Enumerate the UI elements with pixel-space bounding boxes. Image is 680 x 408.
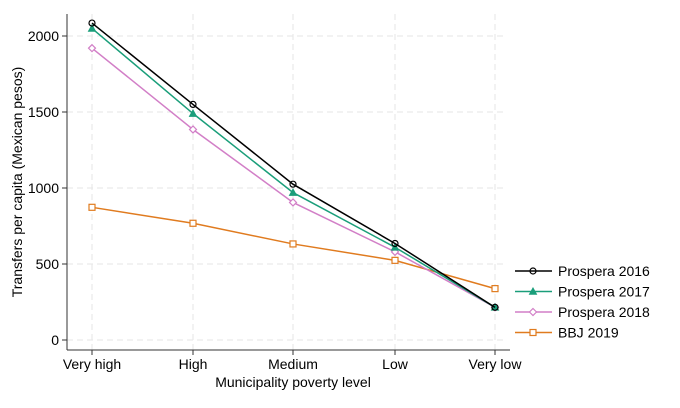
- legend-marker: [528, 286, 538, 295]
- legend-item: Prospera 2017: [515, 284, 650, 300]
- data-point: [289, 180, 297, 188]
- y-tick-label: 500: [36, 256, 60, 272]
- data-point: [491, 303, 499, 311]
- y-tick-label: 2000: [28, 28, 59, 44]
- x-tick-label: Very low: [469, 356, 523, 372]
- y-axis-label: Transfers per capita (Mexican pesos): [9, 67, 25, 298]
- legend-label: Prospera 2016: [558, 263, 650, 279]
- legend-label: Prospera 2017: [558, 284, 650, 300]
- legend-marker: [529, 267, 537, 275]
- data-point: [391, 239, 399, 248]
- y-tick-label: 1500: [28, 104, 59, 120]
- data-point: [87, 43, 97, 53]
- y-tick-label: 0: [51, 332, 59, 348]
- data-point: [87, 23, 97, 32]
- legend-label: BBJ 2019: [558, 325, 619, 341]
- legend-item: BBJ 2019: [515, 325, 619, 341]
- series-prospera-2016: [88, 19, 499, 311]
- x-tick-label: Very high: [63, 356, 121, 372]
- data-point: [188, 125, 198, 134]
- legend-label: Prospera 2018: [558, 304, 650, 320]
- legend-marker: [528, 307, 538, 317]
- data-point: [188, 108, 198, 117]
- data-point: [88, 203, 96, 211]
- legend-item: Prospera 2018: [515, 304, 650, 320]
- legend: Prospera 2016 Prospera 2017 Prospera 2018 B…: [515, 263, 650, 341]
- x-tick-label: High: [179, 356, 208, 372]
- legend-marker: [529, 328, 537, 337]
- data-point: [288, 188, 298, 196]
- data-point: [288, 198, 298, 207]
- data-point: [289, 240, 297, 248]
- x-tick-label: Low: [382, 356, 409, 372]
- data-point: [189, 100, 197, 109]
- x-tick-label: Medium: [268, 356, 318, 372]
- x-axis-label: Municipality poverty level: [215, 374, 371, 390]
- data-point: [88, 19, 96, 27]
- data-point: [189, 219, 197, 227]
- y-tick-label: 1000: [28, 180, 59, 196]
- data-point: [391, 256, 399, 264]
- legend-item: Prospera 2016: [515, 263, 650, 279]
- data-point: [491, 285, 499, 293]
- series-line: [91, 22, 496, 308]
